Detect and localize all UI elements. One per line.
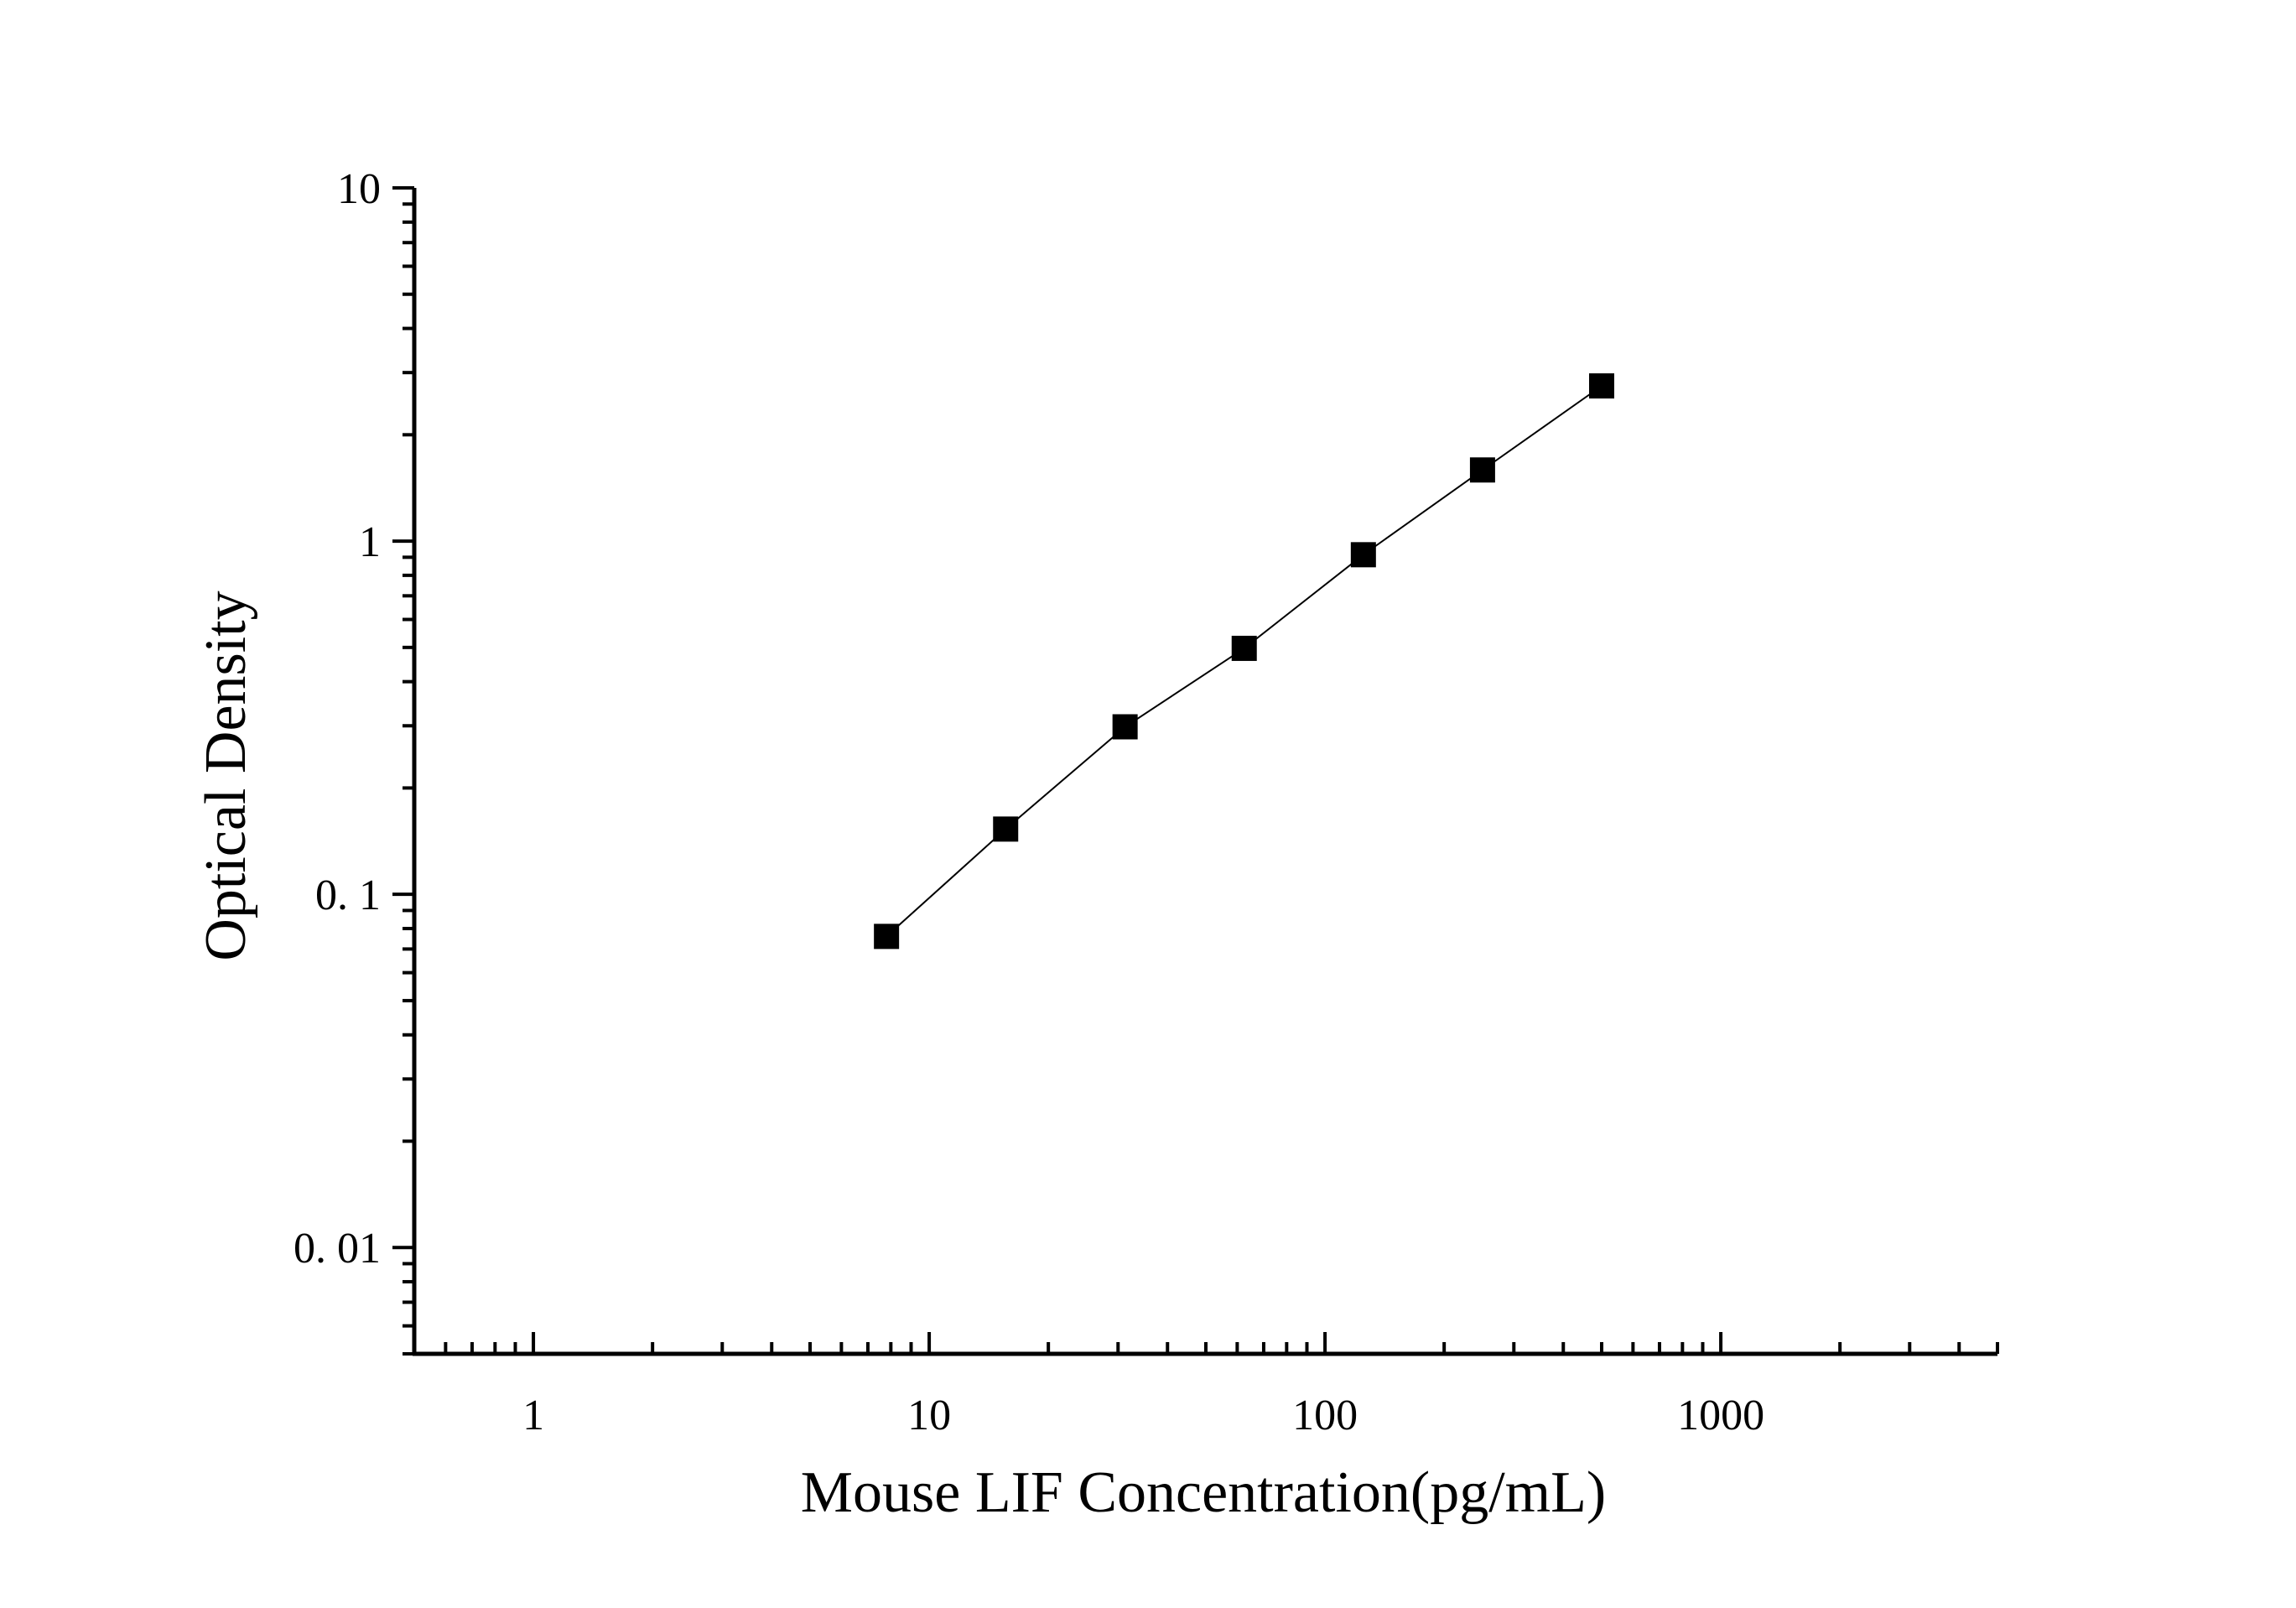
tick-marks [392,186,1999,1356]
x-tick-label: 1 [522,1392,544,1439]
data-point-marker [993,816,1019,842]
data-point-marker [1231,635,1257,661]
data-point-marker [874,924,900,950]
data-points [874,373,1614,950]
y-tick-label: 0. 01 [293,1225,381,1272]
x-tick-label: 10 [907,1392,951,1439]
y-tick-label: 0. 1 [315,872,381,919]
axes [412,188,1997,1356]
tick-labels: 1 10 100 1000 0. 01 0. 1 1 10 [293,165,1764,1439]
data-point-marker [1469,457,1495,483]
x-tick-label: 1000 [1677,1392,1764,1439]
x-tick-label: 100 [1292,1392,1358,1439]
data-point-marker [1112,714,1138,740]
y-tick-label: 1 [359,518,381,566]
data-point-marker [1350,542,1376,568]
y-axis-title: Optical Density [194,591,258,960]
y-tick-label: 10 [337,165,381,213]
data-point-marker [1589,373,1614,399]
x-axis-title: Mouse LIF Concentration(pg/mL) [801,1460,1606,1525]
